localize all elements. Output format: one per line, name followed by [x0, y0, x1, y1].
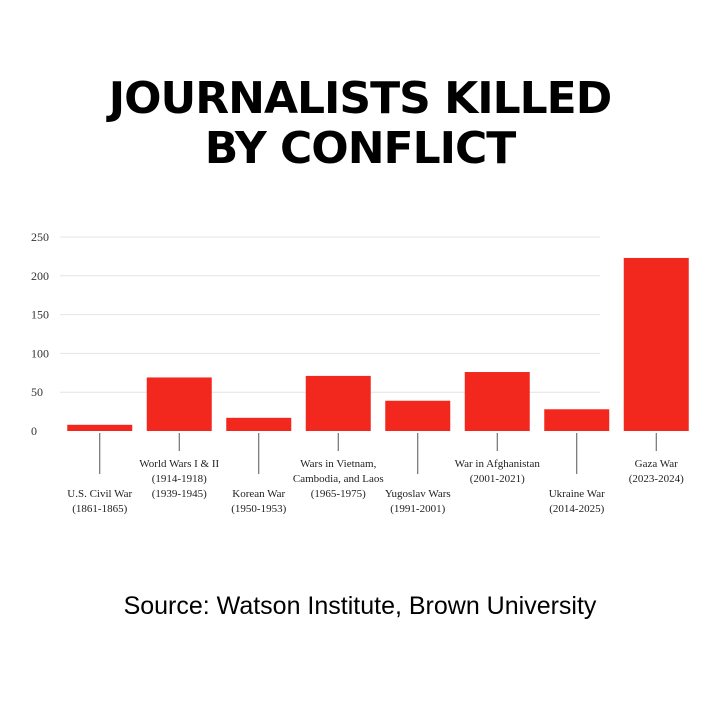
category-label: (1965-1975)	[311, 488, 366, 500]
category-label: Korean War	[232, 488, 285, 500]
title-line-2: BY CONFLICT	[204, 123, 517, 174]
category-label: World Wars I & II	[139, 458, 219, 470]
bar	[623, 257, 689, 431]
y-tick-label: 200	[31, 269, 49, 283]
bar	[305, 375, 371, 431]
category-label: Cambodia, and Laos	[293, 473, 384, 485]
chart-title: JOURNALISTS KILLED BY CONFLICT	[0, 74, 720, 174]
y-tick-label: 250	[31, 230, 49, 244]
category-label: (1861-1865)	[72, 503, 127, 515]
category-label: U.S. Civil War	[67, 488, 132, 500]
bar	[146, 377, 212, 431]
category-label: War in Afghanistan	[455, 458, 541, 470]
category-label: (2001-2021)	[470, 473, 525, 485]
category-label: (2014-2025)	[549, 503, 604, 515]
category-label: Yugoslav Wars	[385, 488, 451, 500]
category-label: Wars in Vietnam,	[300, 458, 376, 470]
y-tick-label: 100	[31, 346, 49, 360]
y-tick-label: 150	[31, 308, 49, 322]
y-tick-label: 50	[31, 385, 43, 399]
category-label: Ukraine War	[549, 488, 605, 500]
title-line-1: JOURNALISTS KILLED	[108, 73, 613, 124]
bar	[464, 372, 530, 431]
bar	[226, 417, 292, 431]
y-tick-label: 0	[31, 424, 37, 438]
category-label: (1991-2001)	[390, 503, 445, 515]
category-label: (1950-1953)	[231, 503, 286, 515]
category-label: (2023-2024)	[629, 473, 684, 485]
bar	[67, 424, 133, 431]
bar	[385, 400, 451, 431]
category-label: (1914-1918)	[152, 473, 207, 485]
category-label: Gaza War	[635, 458, 679, 470]
bar	[544, 409, 610, 431]
source-note: Source: Watson Institute, Brown Universi…	[123, 592, 597, 620]
category-label: (1939-1945)	[152, 488, 207, 500]
